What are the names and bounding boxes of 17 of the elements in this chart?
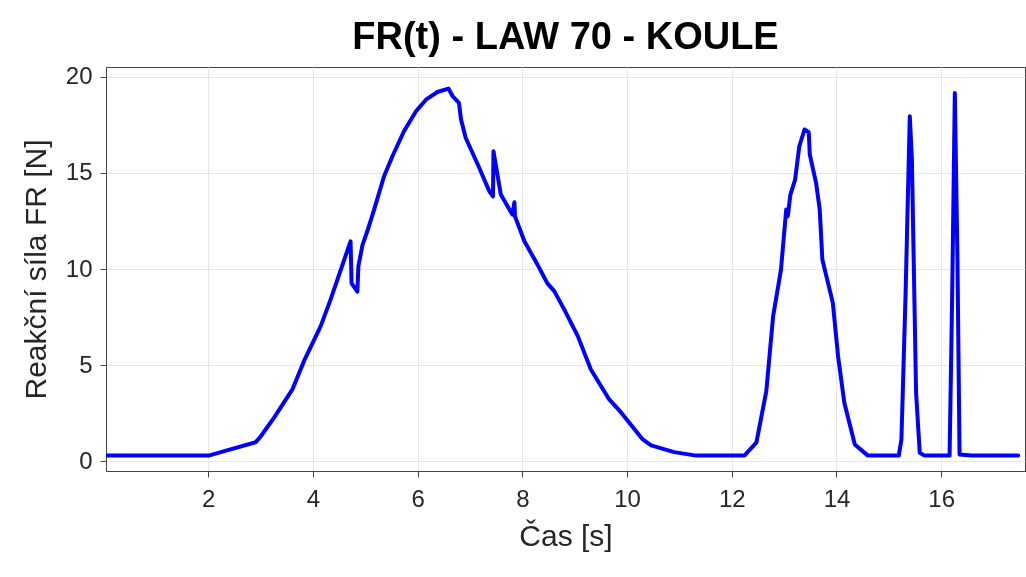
line-series: [106, 86, 1021, 458]
x-tick-label: 10: [614, 484, 641, 512]
x-tick-label: 2: [201, 484, 216, 512]
x-tick-label: 14: [823, 484, 851, 512]
y-tick-label: 15: [65, 158, 93, 186]
x-tick-label: 16: [928, 484, 956, 512]
x-tick-label: 12: [718, 484, 746, 512]
x-tick-label: 6: [411, 484, 425, 512]
y-tick-label: 5: [79, 350, 93, 378]
chart-title: FR(t) - LAW 70 - KOULE: [352, 14, 779, 57]
y-tick-label: 10: [65, 254, 93, 282]
x-axis-title: Čas [s]: [519, 518, 613, 552]
y-tick-label: 0: [79, 446, 93, 474]
x-tick-label: 8: [516, 484, 530, 512]
y-axis-title: Reakční síla FR [N]: [18, 139, 52, 400]
x-tick-label: 4: [306, 484, 321, 512]
y-tick-label: 20: [65, 62, 93, 90]
